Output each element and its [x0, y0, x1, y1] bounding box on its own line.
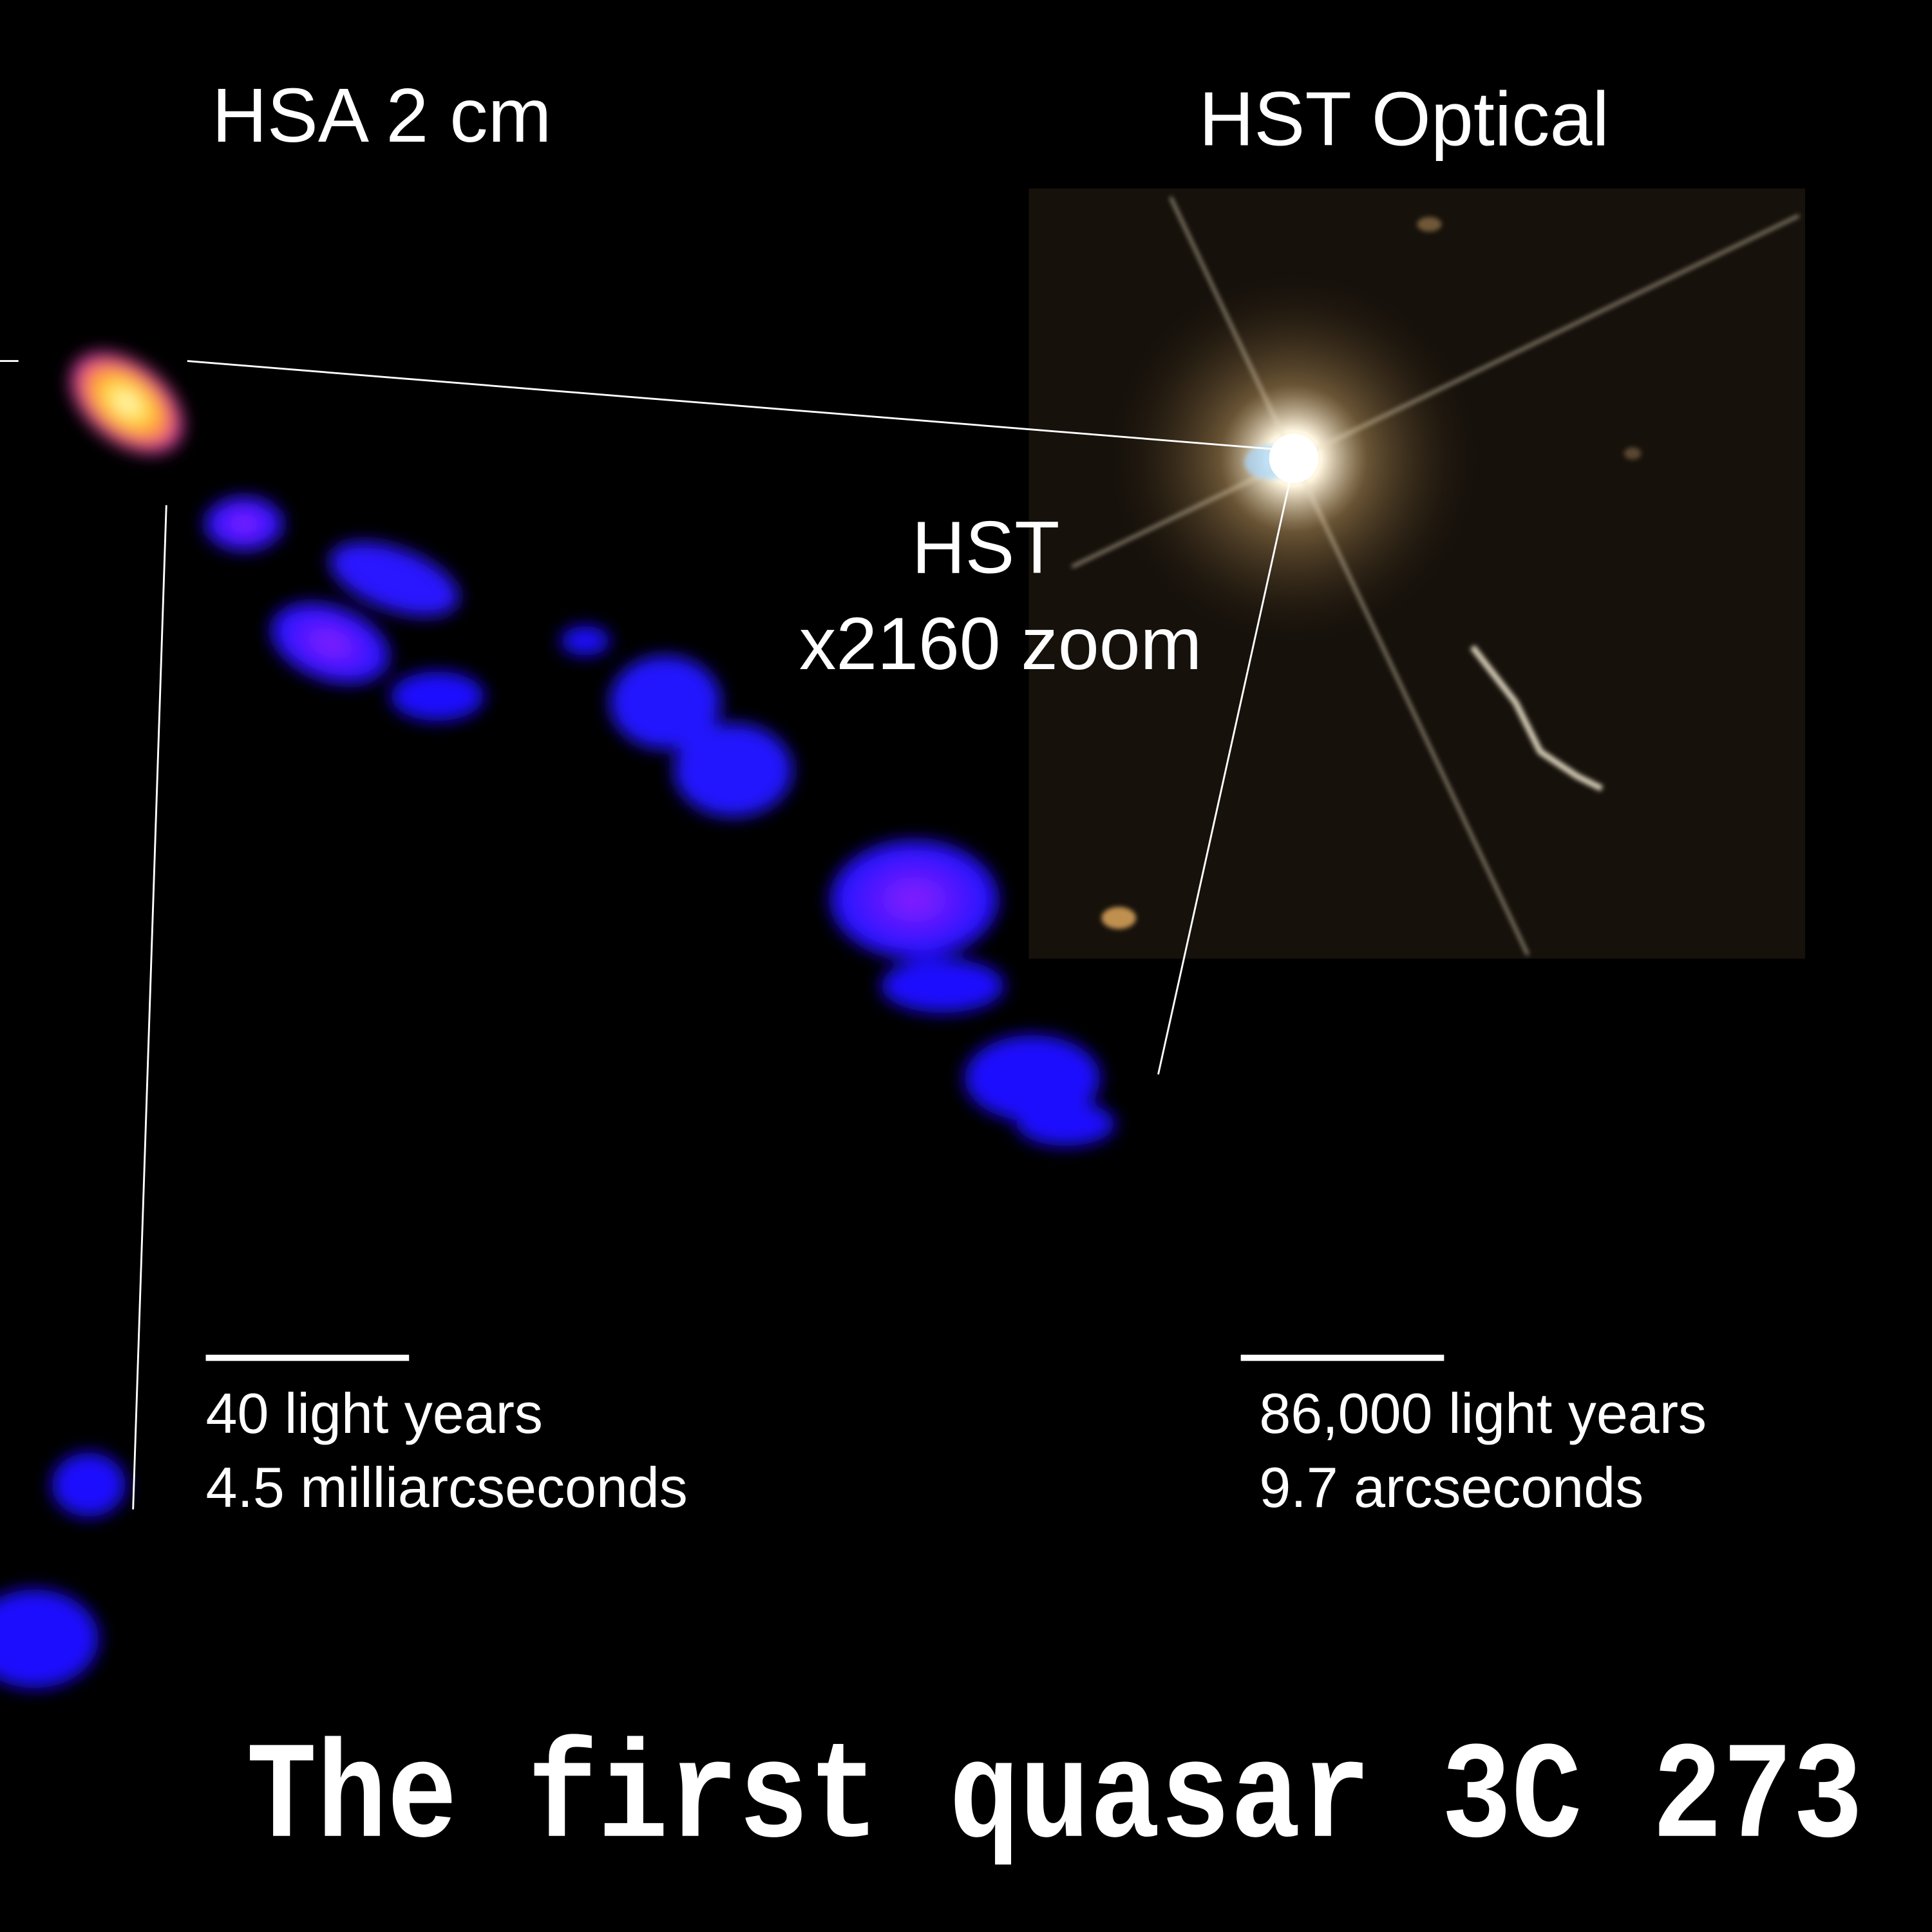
zoom-label: HST — [912, 507, 1060, 589]
scale-label: 9.7 arcseconds — [1259, 1455, 1643, 1519]
zoom-label: x2160 zoom — [799, 603, 1202, 685]
title: The first quasar 3C 273 — [247, 1722, 1863, 1878]
connector-lines — [0, 360, 1293, 1510]
scale-label: 4.5 milliarcseconds — [206, 1455, 688, 1519]
hst-image — [1028, 188, 1805, 959]
scale-label: 40 light years — [206, 1381, 543, 1445]
scale-label: 86,000 light years — [1259, 1381, 1707, 1445]
radio-jet — [0, 352, 1115, 1689]
panel-title: HSA 2 cm — [212, 73, 551, 158]
panel-title: HST Optical — [1199, 77, 1609, 162]
